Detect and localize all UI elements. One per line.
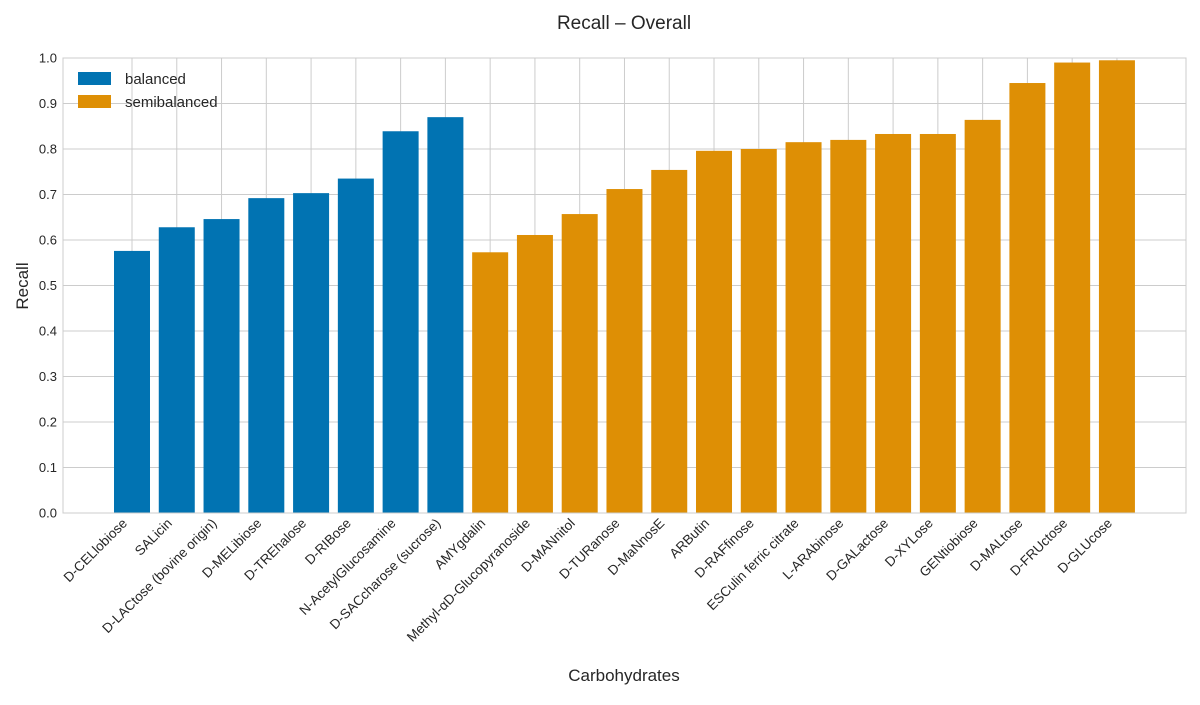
y-axis-ticks: 0.0 0.1 0.2 0.3 0.4 0.5 0.6 0.7 0.8 0.9 1.0	[39, 51, 57, 521]
bar-semibalanced	[785, 142, 822, 514]
legend-swatch-semibalanced	[78, 95, 111, 108]
bar-semibalanced	[740, 149, 777, 513]
y-axis-label: Recall	[13, 262, 32, 309]
x-tick-label: ARButin	[667, 516, 713, 562]
bar-balanced	[203, 219, 240, 513]
legend-swatch-balanced	[78, 72, 111, 85]
bar-semibalanced	[561, 214, 598, 513]
y-tick-label: 0.9	[39, 96, 57, 111]
bar-semibalanced	[964, 119, 1001, 513]
y-tick-label: 0.1	[39, 460, 57, 475]
y-tick-label: 0.2	[39, 415, 57, 430]
legend-label: semibalanced	[125, 94, 218, 111]
bar-semibalanced	[651, 169, 688, 513]
y-tick-label: 0.3	[39, 369, 57, 384]
plot-frame	[62, 57, 1187, 514]
y-tick-label: 0.6	[39, 233, 57, 248]
bar-balanced	[382, 131, 419, 513]
bar-balanced	[248, 198, 285, 513]
bar-semibalanced	[516, 234, 553, 513]
bar-semibalanced	[1009, 83, 1046, 514]
bar-semibalanced	[1054, 62, 1091, 514]
bar-semibalanced	[472, 252, 509, 513]
legend-label: balanced	[125, 71, 186, 88]
y-tick-label: 0.7	[39, 187, 57, 202]
bar-semibalanced	[875, 133, 912, 514]
bar-semibalanced	[1098, 60, 1135, 514]
bar-balanced	[337, 178, 374, 513]
legend: balanced semibalanced	[78, 71, 218, 111]
chart-title: Recall – Overall	[557, 13, 691, 34]
bar-semibalanced	[696, 150, 733, 513]
x-tick-label: SALicin	[132, 516, 175, 559]
bar-semibalanced	[830, 139, 867, 513]
y-tick-label: 1.0	[39, 51, 57, 66]
bar-balanced	[427, 117, 464, 514]
y-tick-label: 0.4	[39, 324, 57, 339]
bar-semibalanced	[606, 189, 643, 514]
y-tick-label: 0.0	[39, 506, 57, 521]
y-tick-label: 0.8	[39, 142, 57, 157]
bar-balanced	[114, 250, 150, 514]
bars	[114, 60, 1135, 514]
y-tick-label: 0.5	[39, 278, 57, 293]
bar-balanced	[158, 227, 195, 513]
bar-balanced	[293, 193, 330, 513]
x-axis-label: Carbohydrates	[568, 666, 680, 685]
x-tick-label: D-CELlobiose	[61, 516, 131, 586]
bar-semibalanced	[919, 133, 956, 514]
